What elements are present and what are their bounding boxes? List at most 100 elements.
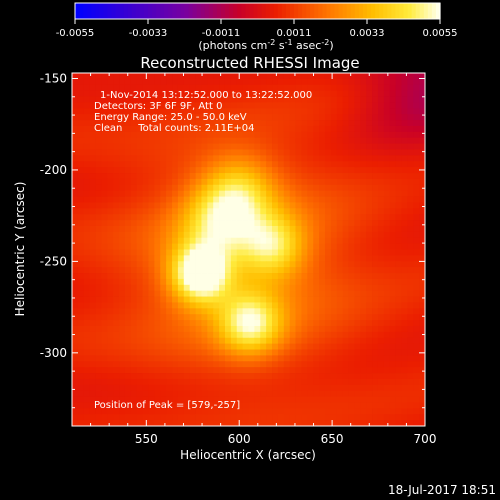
heatmap-cell [330, 196, 338, 203]
heatmap-cell [113, 355, 120, 362]
heatmap-cell [219, 402, 226, 409]
heatmap-cell [295, 196, 302, 203]
heatmap-cell [389, 349, 396, 356]
heatmap-cell [230, 96, 238, 103]
heatmap-cell [389, 231, 396, 239]
heatmap-cell [136, 114, 143, 121]
heatmap-cell [201, 237, 208, 245]
heatmap-cell [389, 184, 396, 192]
heatmap-cell [248, 143, 255, 150]
heatmap-cell [230, 378, 238, 386]
heatmap-cell [213, 402, 220, 409]
heatmap-cell [372, 120, 379, 127]
heatmap-cell [101, 320, 108, 327]
heatmap-cell [72, 361, 79, 368]
heatmap-cell [160, 225, 167, 233]
heatmap-cell [360, 90, 367, 97]
heatmap-cell [213, 131, 220, 139]
heatmap-cell [89, 249, 96, 256]
heatmap-cell [130, 367, 138, 374]
heatmap-cell [136, 202, 143, 209]
heatmap-cell [366, 337, 373, 345]
heatmap-cell [383, 120, 391, 127]
heatmap-cell [283, 355, 291, 362]
heatmap-cell [219, 331, 226, 339]
heatmap-cell [342, 308, 349, 315]
heatmap-cell [183, 296, 191, 303]
heatmap-cell [283, 325, 291, 333]
heatmap-cell [354, 308, 361, 315]
heatmap-cell [319, 320, 326, 327]
heatmap-cell [330, 125, 338, 133]
heatmap-cell [307, 214, 314, 221]
heatmap-cell [283, 243, 291, 250]
heatmap-cell [330, 420, 338, 427]
heatmap-cell [319, 255, 326, 262]
heatmap-cell [330, 361, 338, 368]
heatmap-cell [189, 273, 196, 280]
heatmap-cell [177, 296, 185, 303]
heatmap-cell [172, 337, 179, 345]
heatmap-cell [201, 120, 208, 127]
heatmap-cell [301, 161, 308, 168]
heatmap-cell [248, 420, 255, 427]
heatmap-cell [272, 378, 279, 386]
heatmap-cell [419, 73, 426, 80]
heatmap-cell [160, 296, 167, 303]
heatmap-cell [172, 237, 179, 245]
heatmap-cell [101, 261, 108, 268]
heatmap-cell [72, 378, 79, 386]
heatmap-cell [107, 396, 114, 403]
heatmap-cell [401, 125, 408, 133]
heatmap-cell [89, 225, 96, 233]
heatmap-cell [213, 208, 220, 215]
heatmap-cell [266, 278, 273, 286]
heatmap-cell [230, 125, 238, 133]
heatmap-cell [183, 131, 191, 139]
heatmap-cell [283, 343, 291, 350]
heatmap-cell [366, 90, 373, 97]
heatmap-cell [272, 114, 279, 121]
heatmap-cell [342, 378, 349, 386]
heatmap-cell [107, 349, 114, 356]
heatmap-cell [419, 84, 426, 92]
heatmap-cell [83, 120, 91, 127]
colorbar-cell [342, 3, 348, 19]
heatmap-cell [142, 131, 149, 139]
heatmap-cell [148, 178, 155, 186]
heatmap-cell [213, 202, 220, 209]
colorbar-cell [168, 3, 173, 19]
heatmap-cell [113, 349, 120, 356]
heatmap-cell [319, 73, 326, 80]
heatmap-cell [254, 243, 261, 250]
heatmap-cell [195, 214, 202, 221]
heatmap-cell [301, 337, 308, 345]
heatmap-cell [160, 161, 167, 168]
heatmap-cell [342, 278, 349, 286]
heatmap-cell [336, 243, 344, 250]
colorbar-cell [399, 3, 405, 19]
heatmap-cell [219, 355, 226, 362]
heatmap-cell [130, 261, 138, 268]
heatmap-cell [160, 125, 167, 133]
heatmap-cell [342, 173, 349, 180]
heatmap-cell [389, 102, 396, 109]
heatmap-cell [354, 320, 361, 327]
heatmap-cell [289, 84, 296, 92]
heatmap-cell [366, 184, 373, 192]
heatmap-cell [166, 184, 173, 192]
heatmap-cell [77, 343, 85, 350]
heatmap-cell [219, 284, 226, 292]
heatmap-cell [283, 284, 291, 292]
heatmap-cell [183, 308, 191, 315]
heatmap-cell [389, 90, 396, 97]
heatmap-cell [260, 202, 267, 209]
heatmap-cell [377, 255, 385, 262]
heatmap-cell [283, 367, 291, 374]
heatmap-cell [72, 367, 79, 374]
heatmap-cell [236, 114, 244, 121]
heatmap-cell [395, 349, 402, 356]
heatmap-cell [395, 308, 402, 315]
heatmap-cell [230, 237, 238, 245]
heatmap-cell [113, 261, 120, 268]
